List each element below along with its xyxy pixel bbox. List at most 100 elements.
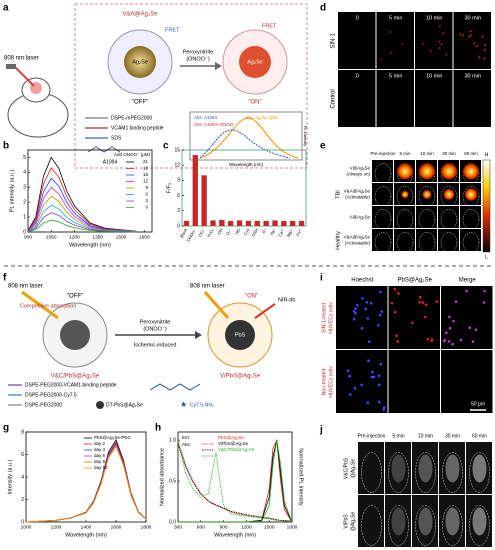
image-cell <box>412 495 438 547</box>
signal <box>422 42 425 45</box>
label: Ag₂Se <box>132 59 148 65</box>
vessels <box>445 507 460 536</box>
series-line <box>178 440 293 523</box>
column-label: 30 min <box>464 15 481 21</box>
cell <box>365 300 369 304</box>
legend-label: 6 <box>145 192 148 197</box>
x-tick-label: ·OH <box>216 227 224 236</box>
cell <box>474 328 478 332</box>
signal <box>443 188 455 201</box>
signal <box>440 162 458 181</box>
cell <box>360 383 363 387</box>
label: NIR-IIb <box>278 297 295 303</box>
legend-icon <box>96 401 104 409</box>
x-tick-label: 1500 <box>264 524 275 530</box>
y-tick-label: 1 <box>23 214 26 220</box>
cell <box>379 290 382 294</box>
bar <box>210 220 216 226</box>
cell <box>471 340 475 343</box>
group-label: TBI <box>335 190 341 199</box>
signal <box>481 35 484 38</box>
laser-beam <box>203 291 230 319</box>
row-label: V/PbS <box>343 514 349 529</box>
series-line <box>27 167 137 232</box>
image-cell <box>385 442 411 494</box>
cell <box>369 302 373 305</box>
mouse-outline <box>396 209 414 230</box>
panel-letter: j <box>319 425 323 436</box>
image-cell <box>415 12 453 69</box>
cell <box>380 310 384 313</box>
image-cell <box>358 495 384 547</box>
legend-label: day 2 <box>94 441 106 446</box>
label: Ag₂Se <box>247 59 263 65</box>
y-tick-label: 5 <box>23 155 26 161</box>
column-label: 5 min <box>389 73 402 79</box>
label: DSPE-mPEG2000 <box>111 115 152 121</box>
x-tick-label: 1350 <box>92 234 103 240</box>
legend-label: 15 <box>143 172 149 177</box>
panel-letter: i <box>320 273 323 284</box>
x-tick-label: 300 <box>174 524 182 530</box>
cell <box>366 317 370 320</box>
mouse-outline <box>462 209 480 230</box>
column-label: 10 min <box>420 151 434 156</box>
bar <box>290 220 296 226</box>
row-label: @Ag₂Se <box>350 459 356 478</box>
mouse-outline <box>374 232 392 253</box>
signal <box>389 51 392 54</box>
cell <box>447 340 451 343</box>
mouse-outline <box>462 232 480 253</box>
mouse-outline <box>418 232 436 253</box>
y-tick-label: 6 <box>21 452 24 458</box>
column-label: 30 min <box>464 73 481 79</box>
mouse-outline <box>440 232 458 253</box>
mouse-outline <box>442 452 463 493</box>
series-line <box>27 156 137 232</box>
mouse-outline <box>469 505 490 546</box>
mouse-outline <box>415 452 436 493</box>
row-label: (Activatable) <box>345 195 371 200</box>
mouse-outline <box>462 186 480 207</box>
column-label: 30 min <box>442 151 456 156</box>
x-tick-label: Na⁺ <box>269 228 277 237</box>
row-label: (Activatable) <box>345 241 371 246</box>
row-label: HUVECs cells <box>328 366 334 398</box>
signal <box>445 53 448 56</box>
image-cell <box>388 350 440 413</box>
cell <box>348 374 351 378</box>
x-tick-label: GSH <box>250 227 259 237</box>
label: PbS <box>235 332 246 338</box>
column-label: Pre-injection <box>370 151 396 156</box>
signal <box>388 31 391 34</box>
cell <box>382 406 386 409</box>
panel-f-art: ★ <box>8 290 276 409</box>
label: Peroxynitrite <box>140 319 171 325</box>
bar <box>228 220 234 226</box>
signal <box>418 162 436 181</box>
panel-letter: a <box>3 3 9 14</box>
legend-label: V/PbS@Ag₂Se <box>218 441 249 446</box>
column-label: Pre-injection <box>358 433 386 439</box>
image-cell <box>338 70 376 127</box>
label: A1094 <box>103 159 118 165</box>
row-label: V&A@Ag₂Se <box>344 189 371 194</box>
signal <box>459 33 462 36</box>
plot-frame <box>25 431 147 523</box>
cell <box>435 300 439 303</box>
cell <box>468 326 472 330</box>
series-line <box>177 440 292 522</box>
legend-label: 9 <box>145 185 148 190</box>
cell <box>346 369 350 373</box>
vessels <box>418 507 433 536</box>
row-label: A@Ag₂Se <box>350 215 371 220</box>
cell <box>459 338 463 342</box>
label: SDS <box>111 135 122 141</box>
label: DT-PbS@Ag₂Se <box>106 402 143 408</box>
x-tick-label: 1050 <box>46 234 57 240</box>
column-label: PbS@Ag₂Se <box>398 278 433 284</box>
column-label: 10 min <box>426 73 443 79</box>
arrow-head <box>215 62 222 70</box>
y2-axis-label: Normalized PL intensity <box>298 448 304 506</box>
